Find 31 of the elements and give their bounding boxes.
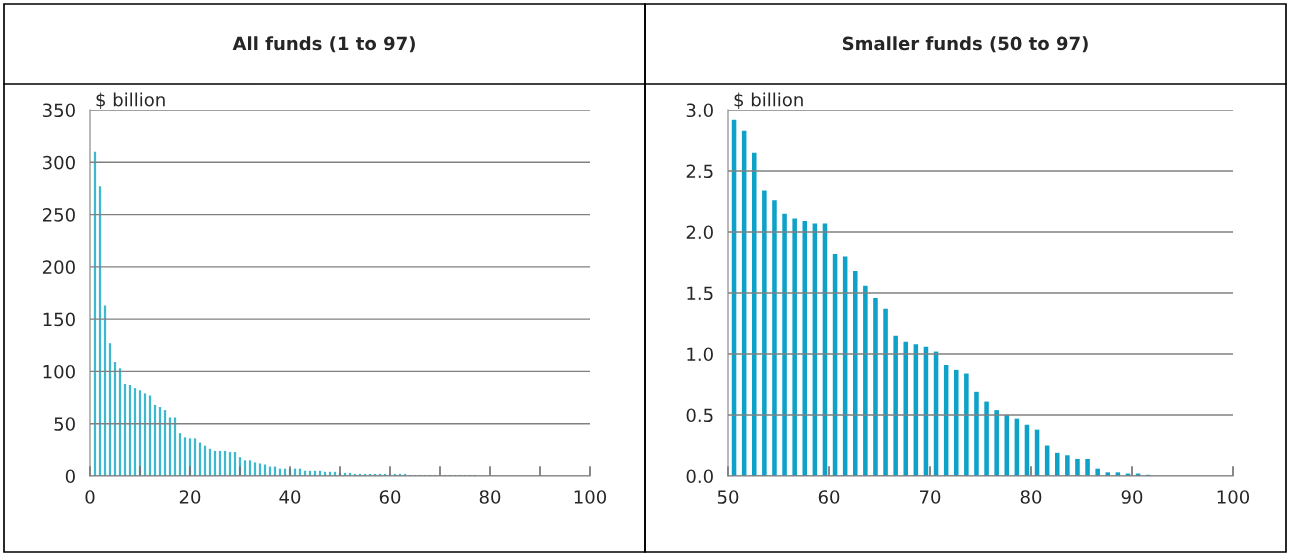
x-tick-label: 100 xyxy=(1217,490,1250,504)
y-tick-label: 150 xyxy=(43,312,75,327)
y-tick-label: 1.5 xyxy=(687,286,713,301)
y-tick-label: 50 xyxy=(54,417,75,431)
chart-title: Smaller funds (50 to 97) xyxy=(842,36,1088,53)
y-tick-label: 250 xyxy=(42,208,75,222)
y-tick-label: 2.0 xyxy=(686,225,713,240)
y-tick-label: 1.0 xyxy=(687,347,713,362)
y-tick-label: 0.0 xyxy=(686,469,713,484)
x-tick-label: 40 xyxy=(279,490,301,504)
x-tick-label: 100 xyxy=(574,490,607,504)
y-axis-title: $ billion xyxy=(734,92,803,109)
y-tick-label: 0 xyxy=(65,469,75,484)
x-tick-label: 70 xyxy=(919,490,941,504)
y-tick-label: 2.5 xyxy=(686,164,713,179)
x-tick-label: 90 xyxy=(1121,490,1143,504)
chart-title: All funds (1 to 97) xyxy=(232,36,415,53)
x-tick-label: 20 xyxy=(179,490,201,504)
x-tick-label: 60 xyxy=(379,490,401,504)
y-tick-label: 0.5 xyxy=(686,408,713,423)
x-tick-label: 80 xyxy=(479,490,501,504)
y-tick-label: 350 xyxy=(43,103,75,118)
x-tick-label: 60 xyxy=(818,490,840,504)
y-tick-label: 3.0 xyxy=(686,103,713,118)
x-tick-label: 50 xyxy=(717,490,739,504)
y-tick-label: 100 xyxy=(43,364,75,379)
x-tick-label: 0 xyxy=(85,490,95,504)
y-axis-title: $ billion xyxy=(96,92,165,109)
y-tick-label: 200 xyxy=(42,260,75,274)
x-tick-label: 80 xyxy=(1020,490,1042,504)
y-tick-label: 300 xyxy=(43,155,75,170)
